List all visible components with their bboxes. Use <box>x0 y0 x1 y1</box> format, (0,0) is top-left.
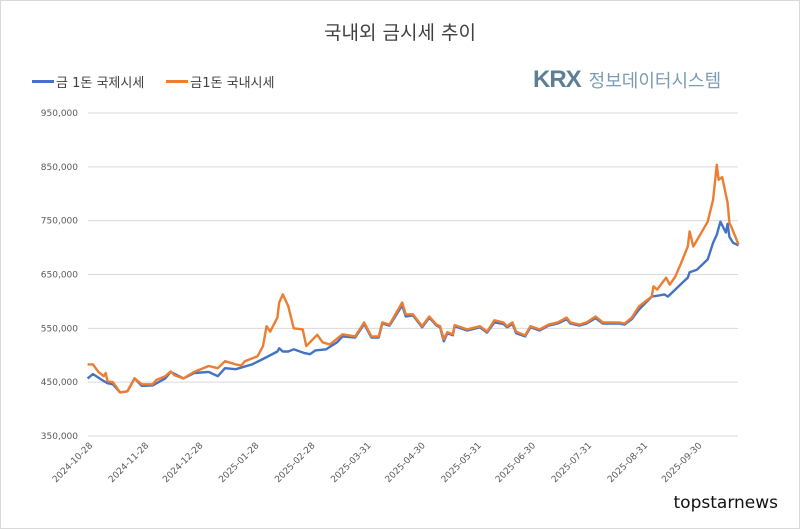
x-tick-label: 2025-08-31 <box>606 441 650 485</box>
x-tick-label: 2024-11-28 <box>107 441 151 485</box>
x-tick-label: 2025-05-31 <box>440 441 484 485</box>
legend-label: 금 1돈 국제시세 <box>56 76 145 91</box>
legend: 금 1돈 국제시세 금1돈 국내시세 <box>32 72 274 91</box>
y-tick-label: 550,000 <box>41 324 78 334</box>
x-tick-label: 2025-06-30 <box>494 441 538 485</box>
series-line-domestic <box>87 163 740 394</box>
logo-brand: KRX <box>533 66 582 93</box>
y-tick-label: 350,000 <box>41 432 78 442</box>
x-tick-label: 2025-01-28 <box>217 441 261 485</box>
x-tick-label: 2025-02-28 <box>273 441 317 485</box>
x-tick-label: 2024-10-28 <box>51 441 95 485</box>
x-tick-label: 2025-03-31 <box>329 441 373 485</box>
x-tick-label: 2025-09-30 <box>660 441 704 485</box>
y-tick-label: 750,000 <box>41 217 78 227</box>
x-tick-label: 2025-07-31 <box>550 441 594 485</box>
y-tick-label: 450,000 <box>41 378 78 388</box>
chart-title: 국내외 금시세 추이 <box>324 22 476 44</box>
watermark: topstarnews <box>673 493 778 513</box>
legend-item-domestic: 금1돈 국내시세 <box>166 72 274 91</box>
krx-logo: KRX 정보데이터시스템 <box>533 66 721 94</box>
y-tick-label: 950,000 <box>41 109 78 119</box>
logo-subtitle: 정보데이터시스템 <box>588 71 722 92</box>
y-tick-label: 850,000 <box>41 163 78 173</box>
series-line-international <box>86 220 740 394</box>
legend-swatch-blue <box>32 80 54 83</box>
legend-item-international: 금 1돈 국제시세 <box>32 72 144 91</box>
legend-label: 금1돈 국내시세 <box>190 76 275 91</box>
legend-swatch-orange <box>166 80 189 83</box>
x-tick-label: 2025-04-30 <box>384 441 428 485</box>
x-tick-label: 2024-12-28 <box>161 441 205 485</box>
y-tick-label: 650,000 <box>41 271 78 281</box>
